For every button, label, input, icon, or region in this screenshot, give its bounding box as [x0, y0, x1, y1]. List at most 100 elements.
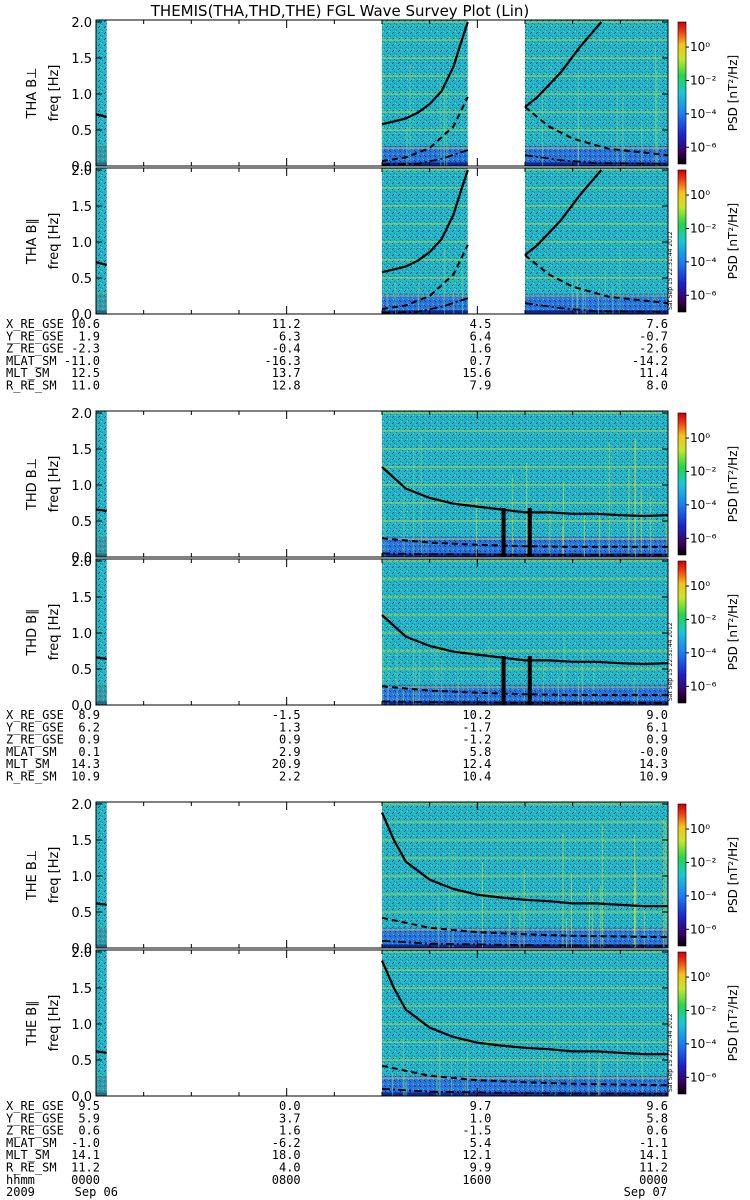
ephemeris-label: MLT_SM	[6, 366, 49, 380]
colorbar-tick-label: 10⁻⁴	[690, 107, 717, 121]
fce-curve	[381, 939, 669, 947]
ephemeris-value: 9.7	[470, 1099, 492, 1113]
fce-curve	[381, 169, 469, 274]
ephemeris-value: 0.1	[78, 745, 100, 759]
x-date-label: Sep 07	[624, 1185, 667, 1199]
x-tick-label: 0800	[272, 1173, 301, 1187]
colorbar-tick-label: 10⁻²	[690, 73, 717, 87]
y-tick-label: 1.5	[71, 834, 92, 849]
lowest-freq-band	[382, 162, 468, 166]
colorbar	[677, 169, 687, 313]
ephemeris-value: -1.5	[462, 1124, 491, 1138]
ephemeris-value: 11.2	[272, 317, 301, 331]
data-block	[382, 20, 468, 166]
panel-label: THD B⊥	[25, 458, 40, 511]
ephemeris-value: 9.5	[78, 1099, 100, 1113]
low-freq-band	[96, 292, 107, 314]
ephemeris-value: -0.0	[639, 745, 668, 759]
x-tick-label: 0000	[639, 1173, 668, 1187]
ephemeris-value: 4.5	[470, 317, 492, 331]
ephemeris-value: 1.0	[470, 1111, 492, 1125]
ephemeris-table: X_RE_GSE 8.9 -1.5 10.2 9.0 Y_RE_GSE 6.2 1.3 -1.7…	[6, 708, 668, 784]
fce-curve	[381, 96, 469, 162]
fce-curve	[95, 656, 107, 660]
fce-curve	[381, 244, 469, 310]
colorbar-tick-label: 10⁻²	[690, 855, 717, 869]
y-tick-label: 1.0	[71, 88, 92, 103]
y-tick-label: 0.0	[71, 160, 92, 175]
y-tick-label: 2.0	[71, 946, 92, 961]
ephemeris-value: 5.9	[78, 1111, 100, 1125]
ephemeris-value: 0.9	[78, 733, 100, 747]
ephemeris-value: 5.4	[470, 1136, 492, 1150]
x-axis-row-label: hhmm	[6, 1173, 35, 1187]
colorbar-tick-label: 10⁰	[690, 40, 710, 54]
ephemeris-value: 10.6	[71, 317, 100, 331]
colorbar-label: PSD [nT²/Hz]	[726, 985, 740, 1061]
y-tick-label: 2.0	[71, 16, 92, 31]
ephemeris-value: 14.3	[71, 757, 100, 771]
lowest-freq-band	[96, 1092, 107, 1096]
lowest-freq-band	[525, 310, 668, 314]
y-tick-label: 0.5	[71, 124, 92, 139]
fce-curve	[524, 154, 669, 165]
ephemeris-value: 2.2	[279, 770, 301, 784]
ephemeris-value: 9.0	[646, 708, 668, 722]
ephemeris-label: Z_RE_GSE	[6, 1124, 64, 1138]
ephemeris-value: 11.0	[71, 379, 100, 393]
panel-label: THD B∥	[25, 608, 40, 656]
colorbar-tick-label: 10⁻⁴	[690, 646, 717, 660]
data-block	[382, 802, 668, 948]
y-tick-label: 1.0	[71, 1018, 92, 1033]
fce-curve	[381, 466, 669, 518]
y-tick-label: 0.5	[71, 906, 92, 921]
ephemeris-value: 0.6	[646, 1124, 668, 1138]
ephemeris-value: 15.6	[462, 366, 491, 380]
colorbar-tick-label: 10⁻⁴	[690, 889, 717, 903]
y-tick-label: 0.0	[71, 1090, 92, 1105]
fce-curve	[381, 700, 668, 704]
lowest-freq-band	[382, 310, 468, 314]
fce-curve	[95, 902, 107, 906]
probe-group: 0.0 0.5 1.0 1.5 2.0 THA B⊥ freq [Hz] 10⁰ 10⁻² 10⁻…	[6, 16, 740, 393]
data-block	[96, 802, 107, 948]
fce-curve	[381, 1064, 669, 1087]
y-axis-label: freq [Hz]	[47, 213, 62, 270]
ephemeris-value: -2.6	[639, 342, 668, 356]
lowest-freq-band	[96, 944, 107, 948]
ephemeris-value: 5.8	[646, 1111, 668, 1125]
fce-curve	[381, 614, 669, 666]
y-tick-label: 1.0	[71, 627, 92, 642]
colorbar-tick-label: 10⁻²	[690, 221, 717, 235]
y-tick-label: 1.5	[71, 443, 92, 458]
ephemeris-value: 1.6	[470, 342, 492, 356]
low-freq-band	[96, 926, 107, 948]
y-axis-label: freq [Hz]	[47, 604, 62, 661]
ephemeris-label: R_RE_SM	[6, 770, 57, 784]
y-tick-label: 0.0	[71, 551, 92, 566]
y-tick-label: 1.5	[71, 982, 92, 997]
lowest-freq-band	[96, 310, 107, 314]
low-freq-band	[96, 684, 107, 705]
data-block	[382, 559, 668, 705]
dip-mark	[527, 508, 532, 557]
low-freq-band	[382, 293, 468, 314]
x-date-label: Sep 06	[75, 1185, 118, 1199]
y-axis-label: freq [Hz]	[47, 847, 62, 904]
ephemeris-table: X_RE_GSE 10.6 11.2 4.5 7.6 Y_RE_GSE 1.9 6.3 6.4 -…	[6, 317, 668, 393]
spectrogram-panel: 0.0 0.5 1.0 1.5 2.0 THA B⊥ freq [Hz] 10⁰ 10⁻² 10⁻…	[25, 16, 740, 175]
y-tick-label: 1.0	[71, 870, 92, 885]
ephemeris-label: X_RE_GSE	[6, 317, 64, 331]
fce-curve	[381, 916, 669, 939]
ephemeris-value: 18.0	[272, 1148, 301, 1162]
fce-curve	[95, 508, 107, 512]
colorbar-tick-label: 10⁻⁶	[690, 922, 717, 936]
fce-curve	[524, 254, 669, 305]
ephemeris-value: 0.0	[279, 1099, 301, 1113]
colorbar-tick-label: 10⁻⁶	[690, 140, 717, 154]
ephemeris-value: 13.7	[272, 366, 301, 380]
fce-curve	[380, 812, 668, 908]
fce-curve	[95, 1050, 107, 1054]
colorbar-label: PSD [nT²/Hz]	[726, 837, 740, 913]
